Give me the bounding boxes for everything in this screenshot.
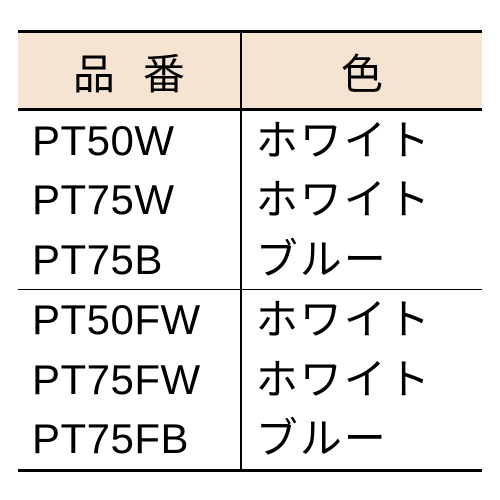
table-row: PT50FW ホワイト bbox=[18, 290, 482, 350]
cell-color: ホワイト bbox=[241, 170, 482, 229]
table-row: PT75FB ブルー bbox=[18, 409, 482, 470]
cell-color: ホワイト bbox=[241, 110, 482, 171]
cell-code: PT75FW bbox=[18, 350, 241, 409]
cell-code: PT75W bbox=[18, 170, 241, 229]
table-row: PT75FW ホワイト bbox=[18, 350, 482, 409]
cell-code: PT75B bbox=[18, 230, 241, 290]
cell-color: ブルー bbox=[241, 230, 482, 290]
col-header-color: 色 bbox=[241, 32, 482, 110]
cell-code: PT50W bbox=[18, 110, 241, 171]
cell-color: ホワイト bbox=[241, 350, 482, 409]
cell-code: PT75FB bbox=[18, 409, 241, 470]
table-row: PT75W ホワイト bbox=[18, 170, 482, 229]
cell-code: PT50FW bbox=[18, 290, 241, 350]
cell-color: ブルー bbox=[241, 409, 482, 470]
table-row: PT50W ホワイト bbox=[18, 110, 482, 171]
col-header-code: 品番 bbox=[18, 32, 241, 110]
table-row: PT75B ブルー bbox=[18, 230, 482, 290]
table-container: 品番 色 PT50W ホワイト PT75W ホワイト PT75B ブルー PT5… bbox=[0, 0, 500, 500]
product-table: 品番 色 PT50W ホワイト PT75W ホワイト PT75B ブルー PT5… bbox=[18, 30, 482, 472]
table-header-row: 品番 色 bbox=[18, 32, 482, 110]
table-body: PT50W ホワイト PT75W ホワイト PT75B ブルー PT50FW ホ… bbox=[18, 110, 482, 471]
cell-color: ホワイト bbox=[241, 290, 482, 350]
